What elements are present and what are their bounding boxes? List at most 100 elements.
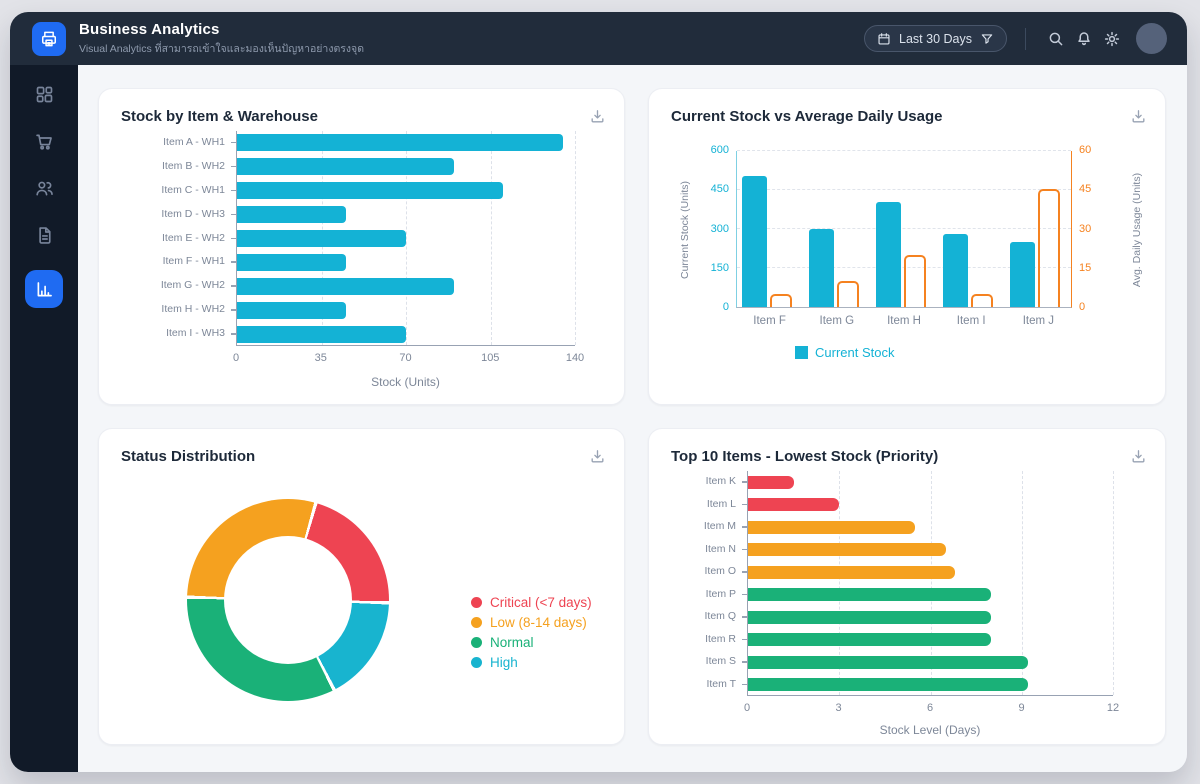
x-axis-title: Stock Level (Days)	[879, 723, 981, 737]
x-axis-ticks: 0 35 70 105 140	[233, 352, 584, 366]
left-tick-label: 600	[710, 144, 729, 156]
sidebar-item-orders[interactable]	[29, 126, 59, 156]
gridline	[575, 131, 576, 345]
bar-daily-usage	[970, 293, 993, 307]
x-axis-title: Stock (Units)	[371, 375, 440, 389]
plot-area	[236, 131, 576, 346]
tick-label: 140	[565, 352, 585, 364]
chart-status-distribution: Critical (<7 days) Low (8-14 days) Normal H…	[99, 469, 624, 744]
gear-icon[interactable]	[1098, 25, 1126, 53]
shopping-cart-icon	[34, 131, 55, 152]
download-icon[interactable]	[584, 443, 610, 469]
category-tick	[742, 481, 747, 483]
card-title: Status Distribution	[121, 447, 256, 465]
bar-current-stock	[876, 202, 901, 307]
legend-item: Critical (<7 days)	[471, 595, 592, 610]
category-label: Item I - WH3	[166, 327, 225, 340]
card-title: Top 10 Items - Lowest Stock (Priority)	[671, 447, 939, 465]
sidebar-item-dashboard[interactable]	[29, 79, 59, 109]
bar	[748, 588, 992, 602]
gridline	[839, 471, 841, 695]
category-tick	[231, 189, 236, 192]
category-label: Item P	[705, 587, 736, 600]
left-tick-label: 450	[710, 183, 729, 196]
download-icon[interactable]	[1125, 103, 1151, 129]
legend-dot	[471, 597, 482, 608]
download-icon[interactable]	[1125, 443, 1151, 469]
category-tick	[742, 616, 747, 618]
category-label: Item O	[704, 565, 736, 578]
header-actions: Last 30 Days	[864, 23, 1167, 54]
right-tick-label: 0	[1079, 301, 1086, 313]
right-tick-label: 60	[1079, 144, 1092, 156]
legend-label: High	[490, 655, 518, 670]
category-label: Item J	[1022, 315, 1055, 327]
bell-icon[interactable]	[1070, 25, 1098, 53]
category-label: Item T	[706, 677, 736, 690]
bar	[237, 134, 563, 152]
plot-area	[747, 471, 1114, 696]
legend-current-stock: Current Stock	[795, 345, 894, 360]
bar-daily-usage	[904, 254, 926, 307]
dashboard-grid-icon	[34, 84, 55, 105]
legend-item: Low (8-14 days)	[471, 615, 587, 630]
right-tick-label: 45	[1079, 183, 1092, 196]
legend-label: Normal	[490, 635, 534, 650]
bar	[748, 678, 1028, 692]
bar	[237, 230, 406, 247]
gridline	[490, 131, 492, 345]
category-tick	[231, 141, 236, 144]
category-label: Item H - WH2	[161, 303, 225, 316]
gridline	[1021, 471, 1023, 695]
bar	[748, 565, 955, 579]
card-title: Current Stock vs Average Daily Usage	[671, 107, 943, 125]
sidebar-item-reports[interactable]	[29, 220, 59, 250]
document-icon	[34, 225, 55, 246]
sidebar-item-customers[interactable]	[29, 173, 59, 203]
category-label: Item D - WH3	[161, 207, 225, 220]
category-tick	[231, 333, 236, 335]
category-tick	[742, 593, 747, 596]
right-axis-title: Avg. Daily Usage (Units)	[1131, 172, 1143, 287]
gridline	[737, 150, 1071, 151]
bar	[237, 253, 346, 271]
header-divider	[1025, 27, 1026, 50]
chart-stock-vs-usage: 0 150 300 450 600 0 15 30 45 60 Item F Item G Item H…	[649, 129, 1165, 404]
sidebar-nav	[10, 65, 78, 772]
bar	[237, 158, 455, 176]
legend-item: Normal	[471, 635, 534, 650]
bar	[237, 206, 346, 224]
category-label: Item B - WH2	[161, 159, 225, 172]
legend-item: High	[471, 655, 518, 670]
tick-label: 3	[835, 702, 842, 714]
legend-dot	[471, 617, 482, 628]
user-avatar[interactable]	[1136, 23, 1167, 54]
filter-funnel-icon	[980, 32, 994, 46]
page-title: Business Analytics	[79, 20, 220, 38]
date-range-button[interactable]: Last 30 Days	[864, 25, 1007, 52]
left-tick-label: 0	[722, 301, 729, 313]
gridline	[406, 131, 407, 345]
bar	[237, 277, 455, 295]
bar-current-stock	[942, 233, 968, 307]
app-header: Business Analytics Visual Analytics ที่ส…	[10, 12, 1187, 65]
page-subtitle: Visual Analytics ที่สามารถเข้าใจและมองเห…	[79, 42, 365, 55]
category-label: Item L	[706, 497, 736, 510]
category-label: Item G	[819, 315, 855, 327]
sidebar-item-analytics[interactable]	[25, 270, 63, 308]
legend-label: Critical (<7 days)	[490, 595, 592, 610]
tick-label: 9	[1018, 702, 1025, 714]
right-tick-label: 15	[1079, 261, 1092, 274]
bar-daily-usage	[1037, 189, 1060, 307]
tick-label: 70	[399, 352, 412, 364]
search-icon[interactable]	[1042, 25, 1070, 53]
gridline	[1113, 471, 1114, 695]
bar	[237, 325, 406, 343]
card-title: Stock by Item & Warehouse	[121, 107, 318, 125]
card-lowest-stock: Top 10 Items - Lowest Stock (Priority) I…	[648, 428, 1166, 745]
category-label: Item A - WH1	[163, 135, 225, 148]
dashboard-grid: Stock by Item & Warehouse Item A - WH1 It…	[78, 65, 1187, 772]
category-tick	[231, 165, 236, 168]
legend-label: Low (8-14 days)	[490, 615, 587, 630]
download-icon[interactable]	[584, 103, 610, 129]
